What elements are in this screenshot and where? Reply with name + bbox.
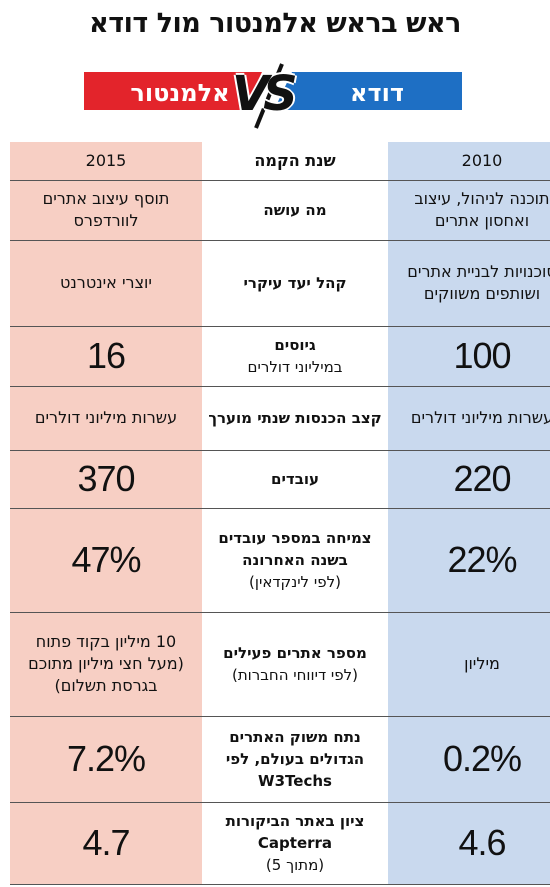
banner-left-red bbox=[84, 72, 262, 110]
row-label: ציון באתר הביקורות Capterra (מתוך 5) bbox=[202, 802, 388, 885]
elementor-value: 7.2% bbox=[10, 716, 202, 803]
row-label-note: במיליוני דולרים bbox=[247, 358, 343, 376]
elementor-value: 16 bbox=[10, 326, 202, 387]
banner-right-name: דודא bbox=[350, 79, 404, 107]
duda-value: תוכנה לניהול, עיצוב ואחסון אתרים bbox=[388, 180, 550, 241]
row-label-note: (מתוך 5) bbox=[265, 856, 325, 874]
duda-value: 100 bbox=[388, 326, 550, 387]
duda-value: 4.6 bbox=[388, 802, 550, 885]
duda-value: סוכנויות לבניית אתרים ושותפים משווקים bbox=[388, 240, 550, 327]
table-row: 100 גיוסים במיליוני דולרים 16 bbox=[10, 326, 550, 387]
row-label: צמיחה במספר עובדים בשנה האחרונה (לפי לינ… bbox=[202, 508, 388, 613]
row-label-title: ציון באתר הביקורות Capterra bbox=[225, 812, 365, 852]
table-row: מיליון מספר אתרים פעילים (לפי דיווחי החב… bbox=[10, 612, 550, 717]
row-label: נתח משוק האתרים הגדולים בעולם, לפי W3Tec… bbox=[202, 716, 388, 803]
elementor-value: 47% bbox=[10, 508, 202, 613]
banner-slash bbox=[254, 63, 284, 129]
row-label: גיוסים במיליוני דולרים bbox=[202, 326, 388, 387]
elementor-value: תוסף עיצוב אתרים לוורדפרס bbox=[10, 180, 202, 241]
row-label: שנת הקמה bbox=[202, 142, 388, 181]
row-label: קהל יעד עיקרי bbox=[202, 240, 388, 327]
table-row: 220 עובדים 370 bbox=[10, 450, 550, 509]
comparison-table: 2010 שנת הקמה 2015 תוכנה לניהול, עיצוב ו… bbox=[10, 142, 550, 885]
duda-value: 220 bbox=[388, 450, 550, 509]
row-label: עובדים bbox=[202, 450, 388, 509]
row-label-note: (לפי לינקדאין) bbox=[249, 573, 341, 591]
row-label-title: מספר אתרים פעילים bbox=[223, 644, 367, 662]
table-row: סוכנויות לבניית אתרים ושותפים משווקים קה… bbox=[10, 240, 550, 327]
duda-value: עשרות מיליוני דולרים bbox=[388, 386, 550, 451]
row-label: מה עושה bbox=[202, 180, 388, 241]
versus-banner: אלמנטור דודא VS bbox=[0, 62, 550, 132]
elementor-value: 370 bbox=[10, 450, 202, 509]
row-label-title: גיוסים bbox=[274, 336, 316, 354]
duda-value: 22% bbox=[388, 508, 550, 613]
elementor-value: 10 מיליון בקוד פתוח (מעל חצי מיליון מתוכ… bbox=[10, 612, 202, 717]
duda-value: 0.2% bbox=[388, 716, 550, 803]
row-label: מספר אתרים פעילים (לפי דיווחי החברות) bbox=[202, 612, 388, 717]
table-row: 4.6 ציון באתר הביקורות Capterra (מתוך 5)… bbox=[10, 802, 550, 885]
elementor-value: יוצרי אינטרנט bbox=[10, 240, 202, 327]
banner-right-blue bbox=[274, 72, 462, 110]
banner-shapes bbox=[84, 63, 462, 129]
vs-logo: VS bbox=[232, 66, 298, 122]
table-row: 2010 שנת הקמה 2015 bbox=[10, 142, 550, 181]
table-row: 22% צמיחה במספר עובדים בשנה האחרונה (לפי… bbox=[10, 508, 550, 613]
duda-value: מיליון bbox=[388, 612, 550, 717]
elementor-value: 4.7 bbox=[10, 802, 202, 885]
row-label-note: (לפי דיווחי החברות) bbox=[231, 666, 359, 684]
row-label-title: צמיחה במספר עובדים בשנה האחרונה bbox=[218, 529, 372, 569]
table-row: תוכנה לניהול, עיצוב ואחסון אתרים מה עושה… bbox=[10, 180, 550, 241]
duda-founded: 2010 bbox=[388, 142, 550, 181]
row-label: קצב הכנסות שנתי מוערך bbox=[202, 386, 388, 451]
elementor-founded: 2015 bbox=[10, 142, 202, 181]
table-row: עשרות מיליוני דולרים קצב הכנסות שנתי מוע… bbox=[10, 386, 550, 451]
page-title: ראש בראש אלמנטור מול דודא bbox=[89, 8, 461, 39]
elementor-value: עשרות מיליוני דולרים bbox=[10, 386, 202, 451]
banner-left-name: אלמנטור bbox=[130, 79, 230, 107]
table-row: 0.2% נתח משוק האתרים הגדולים בעולם, לפי … bbox=[10, 716, 550, 803]
